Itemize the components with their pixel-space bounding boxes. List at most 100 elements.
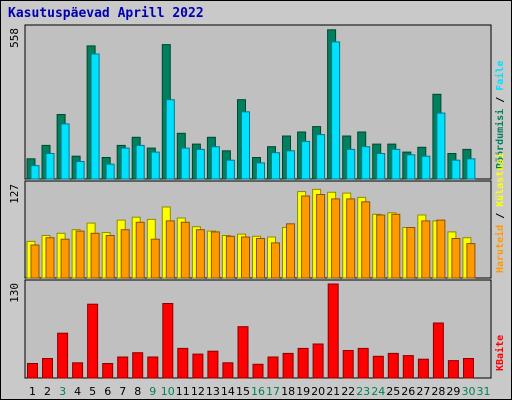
legend-klastusi: Külastusi: [494, 153, 506, 207]
bar-kbaite-18: [282, 352, 294, 379]
x-tick-label-21: 21: [326, 385, 340, 398]
bar-kbaite-20: [312, 343, 324, 379]
bar-faile-27: [421, 155, 431, 180]
legend-top: Pöördumisi / Faile: [494, 61, 506, 169]
x-tick-label-26: 26: [401, 385, 415, 398]
legend-middle-separator: /: [495, 207, 506, 225]
bar-kbaite-4: [72, 362, 84, 379]
bar-faile-20: [316, 134, 326, 180]
x-tick-label-24: 24: [371, 385, 385, 398]
x-tick-label-22: 22: [341, 385, 355, 398]
bar-faile-6: [105, 163, 115, 180]
bar-faile-14: [225, 159, 235, 180]
x-tick-label-18: 18: [281, 385, 295, 398]
bar-haruteid-11: [180, 221, 190, 279]
bar-haruteid-2: [45, 237, 55, 279]
bar-haruteid-28: [436, 219, 446, 279]
x-tick-label-2: 2: [44, 385, 51, 398]
bar-haruteid-12: [195, 229, 205, 279]
y-max-label-3: 130: [8, 283, 21, 303]
bar-kbaite-1: [27, 363, 38, 379]
bar-kbaite-15: [237, 326, 249, 379]
legend-prdumisi: Pöördumisi: [494, 109, 506, 169]
x-tick-label-8: 8: [134, 385, 141, 398]
bar-faile-13: [210, 146, 220, 180]
bar-faile-3: [60, 123, 70, 180]
legend-top-separator: /: [495, 91, 506, 109]
bar-faile-16: [256, 162, 265, 180]
bar-kbaite-13: [207, 350, 219, 379]
bar-haruteid-18: [286, 223, 295, 279]
x-tick-label-20: 20: [311, 385, 325, 398]
bar-faile-5: [90, 53, 100, 180]
bar-faile-15: [241, 111, 250, 180]
bar-faile-28: [436, 112, 446, 180]
x-tick-label-30: 30: [462, 385, 476, 398]
x-tick-label-7: 7: [119, 385, 126, 398]
bar-faile-17: [271, 152, 280, 180]
bar-kbaite-11: [177, 347, 189, 379]
bar-haruteid-15: [241, 236, 250, 279]
x-tick-label-9: 9: [149, 385, 156, 398]
legend-haruteid: Haruteid: [494, 225, 506, 273]
bar-kbaite-23: [357, 347, 369, 379]
bar-haruteid-3: [60, 238, 70, 279]
x-tick-label-27: 27: [416, 385, 430, 398]
bar-faile-30: [466, 158, 476, 180]
bar-kbaite-9: [147, 356, 159, 379]
bar-faile-12: [195, 148, 205, 180]
bar-kbaite-30: [463, 358, 474, 379]
x-tick-label-16: 16: [251, 385, 265, 398]
bar-haruteid-24: [376, 214, 386, 279]
bar-faile-24: [376, 153, 386, 180]
bar-haruteid-16: [256, 238, 265, 279]
y-max-label-1: 558: [8, 28, 21, 48]
x-tick-label-17: 17: [266, 385, 280, 398]
bar-faile-7: [120, 147, 130, 180]
bar-kbaite-8: [132, 352, 144, 379]
x-tick-label-10: 10: [161, 385, 175, 398]
bar-haruteid-23: [361, 201, 371, 279]
x-tick-label-5: 5: [89, 385, 96, 398]
bar-haruteid-25: [391, 213, 401, 279]
bar-haruteid-17: [271, 242, 280, 279]
bar-faile-22: [346, 148, 356, 180]
x-tick-label-23: 23: [356, 385, 370, 398]
x-tick-label-1: 1: [29, 385, 36, 398]
chart-title: Kasutuspäevad Aprill 2022: [8, 6, 204, 21]
bar-haruteid-4: [75, 230, 85, 279]
x-tick-label-13: 13: [206, 385, 220, 398]
x-tick-label-3: 3: [59, 385, 66, 398]
x-tick-label-31: 31: [477, 385, 491, 398]
bar-haruteid-1: [30, 244, 40, 279]
bar-faile-9: [150, 151, 160, 180]
bar-kbaite-17: [267, 356, 279, 379]
x-tick-label-6: 6: [104, 385, 111, 398]
bar-faile-26: [406, 154, 416, 180]
x-tick-label-12: 12: [191, 385, 205, 398]
bar-haruteid-29: [451, 238, 461, 279]
x-tick-label-28: 28: [431, 385, 445, 398]
bar-haruteid-19: [301, 195, 311, 279]
bar-kbaite-2: [42, 358, 53, 379]
x-tick-label-11: 11: [176, 385, 190, 398]
bar-kbaite-14: [222, 362, 234, 379]
bar-faile-19: [301, 140, 311, 180]
bar-kbaite-7: [117, 356, 129, 379]
bar-haruteid-22: [346, 198, 356, 279]
x-tick-label-15: 15: [236, 385, 250, 398]
bar-kbaite-12: [192, 353, 204, 379]
legend-kbaite: KBaite: [494, 335, 506, 371]
x-tick-label-4: 4: [74, 385, 81, 398]
bar-faile-21: [331, 41, 341, 180]
legend-middle: Haruteid / Külastusi: [494, 153, 506, 273]
bar-kbaite-27: [417, 358, 429, 379]
bar-kbaite-6: [102, 363, 114, 379]
bar-kbaite-19: [297, 347, 309, 379]
bar-kbaite-24: [372, 355, 384, 379]
bar-haruteid-10: [165, 220, 175, 279]
bar-faile-8: [135, 144, 145, 180]
bar-kbaite-3: [57, 332, 69, 379]
legend-bottom: KBaite: [494, 335, 506, 371]
